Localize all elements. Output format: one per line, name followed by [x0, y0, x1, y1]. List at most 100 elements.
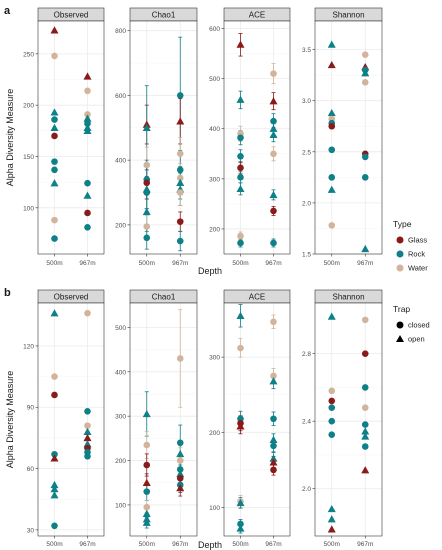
data-point-open	[50, 484, 59, 493]
y-tick-label: 3.0	[302, 98, 311, 105]
data-point-closed	[84, 224, 91, 231]
data-point-closed	[361, 421, 369, 428]
plot-area	[315, 21, 382, 254]
data-point-closed	[176, 439, 184, 447]
data-point-open	[50, 26, 59, 34]
data-point-closed	[143, 488, 151, 495]
data-point-closed	[361, 79, 369, 86]
y-tick-label: 200	[115, 458, 126, 465]
data-point-open	[236, 95, 245, 103]
facet-observed: Observed 100 150 200 250 500m 967m	[23, 7, 105, 267]
data-point-open	[83, 72, 92, 80]
data-point-open	[176, 484, 185, 492]
facet-ace: ACE 100 200 300 500m 967m	[209, 289, 291, 548]
data-point-open	[361, 427, 370, 435]
panel-label: a	[4, 5, 11, 17]
x-tick-label: 967m	[357, 541, 373, 548]
data-point-closed	[237, 174, 244, 181]
data-point-closed	[237, 134, 244, 142]
data-point-closed	[84, 408, 91, 415]
data-point-open	[327, 40, 336, 48]
y-tick-label: 30	[27, 527, 35, 534]
facet-title: Shannon	[332, 11, 364, 20]
data-point-open	[142, 478, 151, 486]
data-point-open	[83, 433, 92, 442]
y-tick-label: 200	[209, 226, 220, 233]
data-point-closed	[84, 87, 91, 95]
y-tick-label: 400	[209, 126, 220, 133]
data-point-closed	[176, 189, 184, 196]
data-point-closed	[328, 404, 336, 411]
data-point-open	[50, 454, 59, 462]
data-point-open	[269, 190, 278, 199]
data-point-open	[361, 466, 370, 474]
data-point-closed	[84, 422, 91, 429]
data-point-closed	[237, 239, 244, 247]
data-point-closed	[51, 166, 58, 174]
facet-title: Observed	[54, 293, 89, 302]
y-tick-label: 600	[115, 93, 126, 100]
data-point-closed	[84, 209, 91, 217]
data-point-closed	[51, 391, 58, 399]
data-point-closed	[176, 237, 184, 245]
y-tick-label: 3.5	[302, 47, 311, 54]
data-point-open	[269, 458, 278, 466]
data-point-closed	[51, 235, 58, 242]
data-point-open	[83, 191, 92, 199]
data-point-closed	[176, 166, 184, 174]
data-point-closed	[176, 475, 184, 482]
x-tick-label: 967m	[357, 260, 373, 267]
x-axis-title: Depth	[198, 540, 222, 550]
data-point-open	[50, 123, 59, 131]
legend-label: open	[408, 335, 425, 344]
data-point-closed	[270, 239, 277, 247]
data-point-closed	[328, 174, 336, 181]
x-tick-label: 500m	[324, 260, 340, 267]
data-point-open	[50, 309, 59, 317]
data-point-closed	[361, 443, 369, 450]
data-point-closed	[328, 122, 336, 130]
legend-label: Glass	[408, 236, 427, 245]
data-point-closed	[328, 387, 336, 395]
facet-title: ACE	[249, 293, 265, 302]
data-point-closed	[270, 150, 277, 158]
y-tick-label: 300	[115, 414, 126, 421]
y-tick-label: 500	[209, 76, 220, 83]
data-point-open	[269, 435, 278, 443]
plot-border	[37, 20, 105, 255]
data-point-closed	[84, 120, 91, 127]
legend-swatch	[396, 236, 404, 244]
data-point-open	[142, 518, 151, 526]
y-tick-label: 1.5	[302, 252, 311, 259]
data-point-open	[236, 40, 245, 48]
data-point-closed	[143, 223, 151, 230]
data-point-open	[236, 311, 245, 319]
legend-title: Trap	[393, 304, 410, 314]
data-point-closed	[143, 461, 151, 469]
data-point-open	[269, 454, 278, 462]
data-point-closed	[237, 415, 244, 423]
y-tick-label: 100	[209, 505, 220, 512]
plot-border	[314, 302, 383, 537]
data-point-open	[142, 207, 151, 216]
data-point-open	[50, 480, 59, 489]
data-point-closed	[51, 522, 58, 530]
x-tick-label: 500m	[232, 541, 248, 548]
data-point-open	[327, 185, 336, 193]
data-point-closed	[51, 52, 58, 60]
y-tick-label: 90	[27, 405, 35, 412]
data-point-open	[236, 524, 245, 532]
data-point-open	[236, 184, 245, 193]
x-tick-label: 500m	[46, 260, 62, 267]
data-point-closed	[176, 92, 184, 99]
data-point-open	[327, 504, 336, 513]
data-point-closed	[270, 207, 277, 215]
data-point-closed	[84, 309, 91, 317]
data-point-closed	[143, 441, 151, 449]
x-tick-label: 967m	[265, 260, 281, 267]
legend-trap: Trap closed open	[393, 304, 430, 344]
x-tick-label: 967m	[79, 260, 95, 267]
data-point-closed	[361, 174, 369, 181]
x-tick-label: 500m	[46, 541, 62, 548]
plot-area	[130, 303, 197, 536]
